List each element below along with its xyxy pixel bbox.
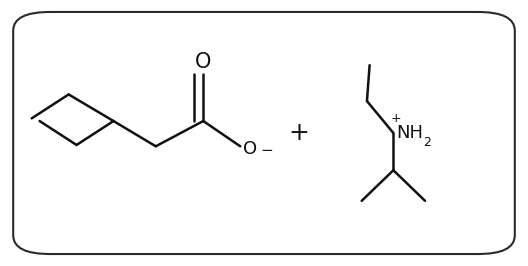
Text: 2: 2 bbox=[423, 136, 431, 149]
Text: O: O bbox=[195, 52, 212, 72]
Text: NH: NH bbox=[396, 124, 423, 142]
Text: O: O bbox=[243, 140, 257, 158]
Text: −: − bbox=[260, 143, 273, 158]
Text: +: + bbox=[391, 112, 401, 125]
FancyBboxPatch shape bbox=[13, 12, 515, 254]
Text: +: + bbox=[288, 121, 309, 145]
